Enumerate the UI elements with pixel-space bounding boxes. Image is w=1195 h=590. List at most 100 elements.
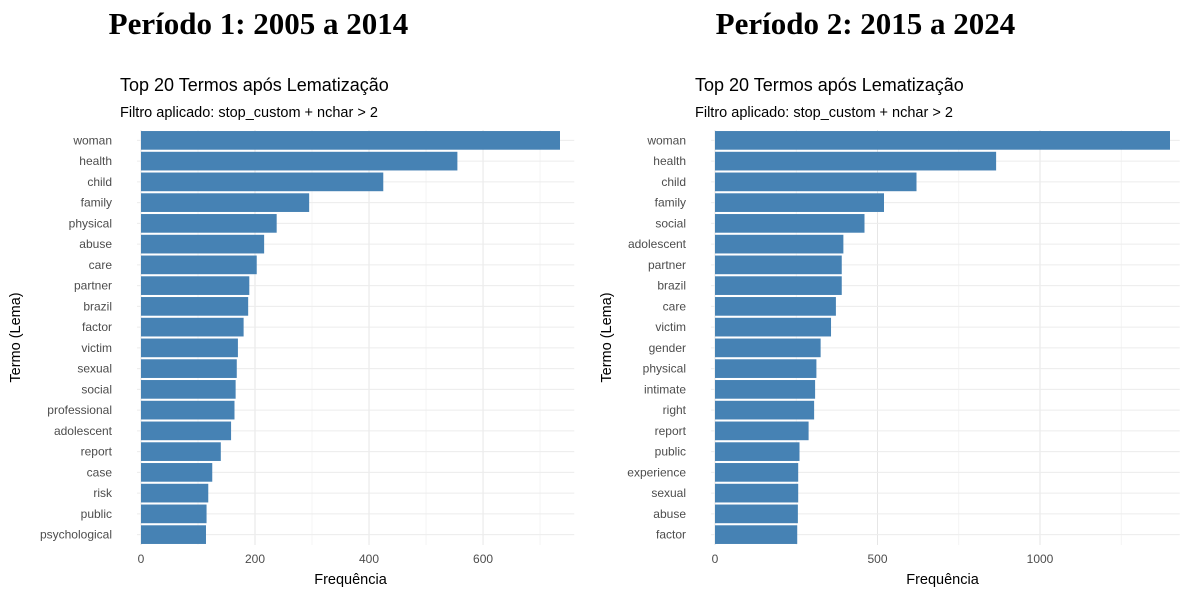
y-tick-label: professional <box>47 403 112 417</box>
bar-professional <box>141 400 235 420</box>
bar-woman <box>715 131 1170 150</box>
y-tick-label: care <box>89 258 113 272</box>
bar-social <box>715 214 865 233</box>
y-axis-label: Termo (Lema) <box>599 292 615 382</box>
y-tick-label: experience <box>627 465 686 479</box>
y-tick-label: gender <box>649 341 686 355</box>
y-tick-label: child <box>661 175 686 189</box>
y-tick-label: health <box>79 154 112 168</box>
x-tick-label: 0 <box>138 552 145 566</box>
y-tick-label: child <box>87 175 112 189</box>
bar-child <box>715 172 917 192</box>
y-tick-label: physical <box>69 216 112 230</box>
y-tick-label: physical <box>643 362 686 376</box>
bar-family <box>141 193 310 212</box>
bar-report <box>141 442 221 461</box>
chart-panel-period-2: Período 2: 2015 a 2024 Top 20 Termos apó… <box>597 0 1194 590</box>
y-tick-label: adolescent <box>54 424 113 438</box>
bar-adolescent <box>715 234 844 254</box>
y-tick-label: psychological <box>40 528 112 542</box>
y-tick-label: social <box>81 382 112 396</box>
y-tick-label: partner <box>74 279 112 293</box>
y-axis-label: Termo (Lema) <box>8 292 24 382</box>
y-tick-label: intimate <box>644 382 686 396</box>
y-tick-label: sexual <box>77 362 112 376</box>
bar-abuse <box>141 234 265 254</box>
bar-partner <box>141 276 250 295</box>
bar-experience <box>715 463 799 482</box>
bar-risk <box>141 483 209 503</box>
y-tick-label: family <box>655 196 686 210</box>
bar-family <box>715 193 884 212</box>
y-tick-label: family <box>81 196 112 210</box>
y-tick-label: health <box>653 154 686 168</box>
bar-victim <box>715 317 832 337</box>
x-axis-label: Frequência <box>906 572 979 588</box>
bar-chart-period-2: Top 20 Termos após Lematização Filtro apl… <box>599 75 1180 588</box>
bar-brazil <box>141 297 249 316</box>
x-tick-label: 600 <box>473 552 493 566</box>
bar-chart-period-1: Top 20 Termos após Lematização Filtro apl… <box>8 75 575 588</box>
bar-report <box>715 421 809 441</box>
y-tick-label: report <box>81 445 113 459</box>
x-tick-label: 400 <box>359 552 379 566</box>
bar-sexual <box>141 359 237 378</box>
chart-title: Top 20 Termos após Lematização <box>695 75 964 95</box>
y-tick-label: factor <box>656 528 686 542</box>
x-axis-label: Frequência <box>314 572 387 588</box>
bar-factor <box>715 525 798 544</box>
y-tick-label: victim <box>81 341 112 355</box>
y-tick-label: public <box>81 507 112 521</box>
y-tick-label: sexual <box>651 486 686 500</box>
bar-sexual <box>715 483 799 503</box>
bar-victim <box>141 338 238 358</box>
y-tick-label: public <box>655 445 686 459</box>
y-tick-label: brazil <box>83 299 112 313</box>
period-title: Período 2: 2015 a 2024 <box>715 6 1016 41</box>
bar-care <box>715 297 836 316</box>
y-tick-label: adolescent <box>628 237 687 251</box>
bar-factor <box>141 317 244 337</box>
x-tick-label: 1000 <box>1027 552 1054 566</box>
bar-gender <box>715 338 821 358</box>
bar-child <box>141 172 384 192</box>
y-tick-label: case <box>87 465 113 479</box>
y-tick-label: woman <box>72 133 112 147</box>
bar-partner <box>715 255 842 275</box>
y-tick-label: social <box>655 216 686 230</box>
y-tick-label: woman <box>646 133 686 147</box>
bar-case <box>141 463 213 482</box>
y-tick-label: report <box>655 424 687 438</box>
x-tick-label: 0 <box>712 552 719 566</box>
x-tick-label: 200 <box>245 552 265 566</box>
bar-public <box>715 442 800 461</box>
chart-title: Top 20 Termos após Lematização <box>120 75 389 95</box>
bar-care <box>141 255 257 275</box>
bar-right <box>715 400 815 420</box>
bar-health <box>715 151 997 171</box>
y-tick-label: care <box>663 299 687 313</box>
bar-public <box>141 504 207 524</box>
y-tick-label: risk <box>93 486 113 500</box>
bar-woman <box>141 131 560 150</box>
chart-subtitle: Filtro aplicado: stop_custom + nchar > 2 <box>120 105 378 121</box>
bar-health <box>141 151 458 171</box>
y-tick-label: brazil <box>657 279 686 293</box>
bar-adolescent <box>141 421 232 441</box>
chart-subtitle: Filtro aplicado: stop_custom + nchar > 2 <box>695 105 953 121</box>
y-tick-label: victim <box>655 320 686 334</box>
y-tick-label: right <box>663 403 687 417</box>
bar-abuse <box>715 504 798 524</box>
bar-physical <box>715 359 817 378</box>
y-tick-label: factor <box>82 320 112 334</box>
y-tick-label: abuse <box>653 507 686 521</box>
y-tick-label: abuse <box>79 237 112 251</box>
bar-social <box>141 380 236 399</box>
bar-brazil <box>715 276 842 295</box>
period-title: Período 1: 2005 a 2014 <box>108 6 409 41</box>
bar-intimate <box>715 380 816 399</box>
chart-panel-period-1: Período 1: 2005 a 2014 Top 20 Termos apó… <box>0 0 597 590</box>
y-tick-label: partner <box>648 258 686 272</box>
bar-psychological <box>141 525 206 544</box>
